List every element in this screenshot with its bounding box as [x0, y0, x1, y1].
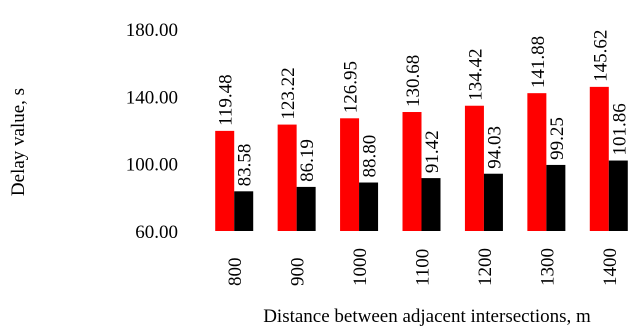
bar-series-1 [527, 93, 547, 231]
y-axis-ticks: 60.00 100.00 140.00 180.00 [126, 20, 178, 243]
bar-series-2 [608, 160, 628, 231]
x-tick-label: 1100 [413, 249, 434, 286]
y-tick-label: 180.00 [126, 20, 178, 41]
data-label: 126.95 [341, 61, 362, 113]
bar-series-2 [359, 182, 379, 231]
bar-series-1 [340, 118, 360, 231]
data-label: 123.22 [278, 67, 299, 119]
data-labels: 119.48 83.58 123.22 86.19 126.95 88.80 130.68 9… [216, 30, 631, 187]
x-axis-title: Distance between adjacent intersections,… [263, 306, 591, 327]
data-label: 141.88 [528, 36, 549, 88]
x-tick-label: 1400 [600, 248, 621, 286]
x-tick-label: 900 [288, 258, 309, 287]
x-tick-label: 800 [225, 258, 246, 287]
data-label: 88.80 [360, 135, 381, 178]
y-axis-title: Delay value, s [8, 88, 29, 196]
bars [215, 86, 628, 232]
data-label: 119.48 [216, 74, 237, 126]
y-tick-label: 100.00 [126, 155, 178, 176]
data-label: 91.42 [422, 130, 443, 173]
bar-series-1 [277, 124, 297, 231]
bar-series-1 [464, 105, 484, 231]
bar-series-2 [234, 191, 254, 231]
bar-series-2 [296, 186, 316, 231]
data-label: 83.58 [235, 144, 256, 187]
data-label: 130.68 [403, 55, 424, 107]
data-label: 101.86 [609, 103, 630, 155]
data-label: 94.03 [484, 126, 505, 169]
bar-series-2 [421, 178, 441, 231]
data-label: 99.25 [547, 117, 568, 160]
data-label: 134.42 [465, 48, 486, 100]
x-axis-ticks: 800 900 1000 1100 1200 1300 1400 [225, 248, 621, 286]
bar-series-2 [483, 173, 503, 231]
data-label: 86.19 [297, 139, 318, 182]
x-tick-label: 1200 [475, 248, 496, 286]
x-tick-label: 1300 [537, 248, 558, 286]
y-tick-label: 60.00 [135, 222, 178, 243]
bar-series-1 [402, 112, 422, 231]
bar-series-1 [215, 130, 235, 231]
data-label: 145.62 [590, 30, 611, 82]
bar-series-2 [546, 164, 566, 231]
x-tick-label: 1000 [350, 248, 371, 286]
bar-series-1 [589, 86, 609, 232]
y-tick-label: 140.00 [126, 87, 178, 108]
